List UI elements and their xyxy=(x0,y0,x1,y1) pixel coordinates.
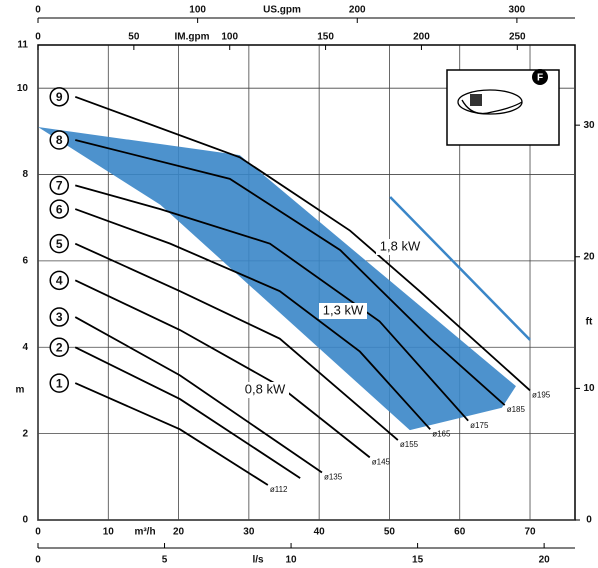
legend-label: 4 xyxy=(56,274,63,288)
pump-curve xyxy=(74,242,399,441)
curve-badge xyxy=(49,337,70,358)
legend-label: 2 xyxy=(56,340,63,354)
curve-label: ø185 xyxy=(507,405,526,414)
limit-line xyxy=(389,196,531,341)
x-tick-label: 40 xyxy=(314,527,326,538)
curve-label: ø155 xyxy=(400,440,419,449)
annotation-bg xyxy=(241,382,289,398)
curve-badge xyxy=(49,87,70,107)
icon-badge: F xyxy=(537,73,543,84)
curve-label: ø145 xyxy=(372,457,391,466)
legend-label: 8 xyxy=(56,133,63,147)
curve-badge xyxy=(49,130,70,150)
curve-label: ø112 xyxy=(270,485,288,494)
legend-label: 1 xyxy=(56,376,63,390)
x-axis-label: m³/h xyxy=(134,527,155,538)
pump-curve xyxy=(74,382,269,486)
tick-label: 20 xyxy=(539,555,551,566)
curve-label: ø165 xyxy=(432,429,451,438)
x-tick-label: 30 xyxy=(243,527,255,538)
tick-label: 15 xyxy=(412,555,424,566)
curve-badge xyxy=(49,175,70,196)
y2-tick-label: 20 xyxy=(583,251,595,262)
region-layer xyxy=(38,127,531,431)
x-tick-label: 50 xyxy=(384,527,396,538)
tick-label: 200 xyxy=(413,32,430,43)
axis-label: IM.gpm xyxy=(175,32,210,43)
tick-label: 50 xyxy=(128,32,140,43)
legend-label: 5 xyxy=(56,237,63,251)
y-tick-label: 2 xyxy=(22,428,28,439)
tick-label: 0 xyxy=(35,555,41,566)
curve-badge xyxy=(49,307,70,327)
curve-badge xyxy=(49,233,70,254)
operating-region xyxy=(38,127,516,431)
pump-curve xyxy=(74,279,371,459)
x-tick-label: 60 xyxy=(454,527,466,538)
y-tick-label: 6 xyxy=(22,256,28,267)
y-tick-label: 8 xyxy=(22,169,28,180)
tick-label: 250 xyxy=(509,32,526,43)
pump-curve xyxy=(74,208,431,430)
tick-label: 100 xyxy=(221,32,238,43)
pump-curve xyxy=(74,316,323,474)
annotation: 1,8 kW xyxy=(380,238,421,253)
curve-label: ø135 xyxy=(324,473,343,482)
annotation-bg xyxy=(376,239,424,255)
axis-label: l/s xyxy=(252,555,264,566)
pump-curve xyxy=(75,184,469,422)
tick-label: 10 xyxy=(286,555,298,566)
y-axis-label: m xyxy=(16,385,25,396)
x-tick-label: 10 xyxy=(103,527,115,538)
y-tick-label: 0 xyxy=(22,515,28,526)
tick-label: 300 xyxy=(509,5,526,16)
pump-curve xyxy=(74,95,531,392)
curve-badge xyxy=(49,199,70,219)
tick-label: 0 xyxy=(35,32,41,43)
y-tick-label: 10 xyxy=(17,83,29,94)
tick-label: 150 xyxy=(317,32,334,43)
tick-label: 0 xyxy=(35,5,41,16)
x-tick-label: 0 xyxy=(35,527,41,538)
legend-label: 7 xyxy=(56,179,63,193)
axis-label: US.gpm xyxy=(263,5,301,16)
curve-label: ø175 xyxy=(470,421,489,430)
curve-badge xyxy=(49,270,70,291)
tick-label: 200 xyxy=(349,5,366,16)
y2-tick-label: 30 xyxy=(583,120,595,131)
curve-badge xyxy=(49,373,70,393)
y-tick-label: 4 xyxy=(22,342,28,353)
pump-curve xyxy=(75,139,506,406)
annotation: 0,8 kW xyxy=(245,381,286,396)
pump-icon: F xyxy=(446,69,560,146)
legend-label: 3 xyxy=(56,310,63,324)
annotation: 1,3 kW xyxy=(323,302,364,317)
y2-tick-label: 10 xyxy=(583,383,595,394)
x-tick-label: 70 xyxy=(524,527,536,538)
legend-label: 9 xyxy=(56,90,63,104)
x-tick-label: 20 xyxy=(173,527,185,538)
tick-label: 100 xyxy=(189,5,206,16)
curve-label: ø195 xyxy=(532,391,551,400)
y2-tick-label: 0 xyxy=(586,515,592,526)
annotation-bg xyxy=(319,303,367,319)
y2-axis-label: ft xyxy=(586,317,593,328)
legend-label: 6 xyxy=(56,202,63,216)
curves xyxy=(74,95,531,486)
pump-curve xyxy=(74,346,301,479)
tick-label: 5 xyxy=(162,555,168,566)
y-tick-label: 11 xyxy=(17,40,28,51)
